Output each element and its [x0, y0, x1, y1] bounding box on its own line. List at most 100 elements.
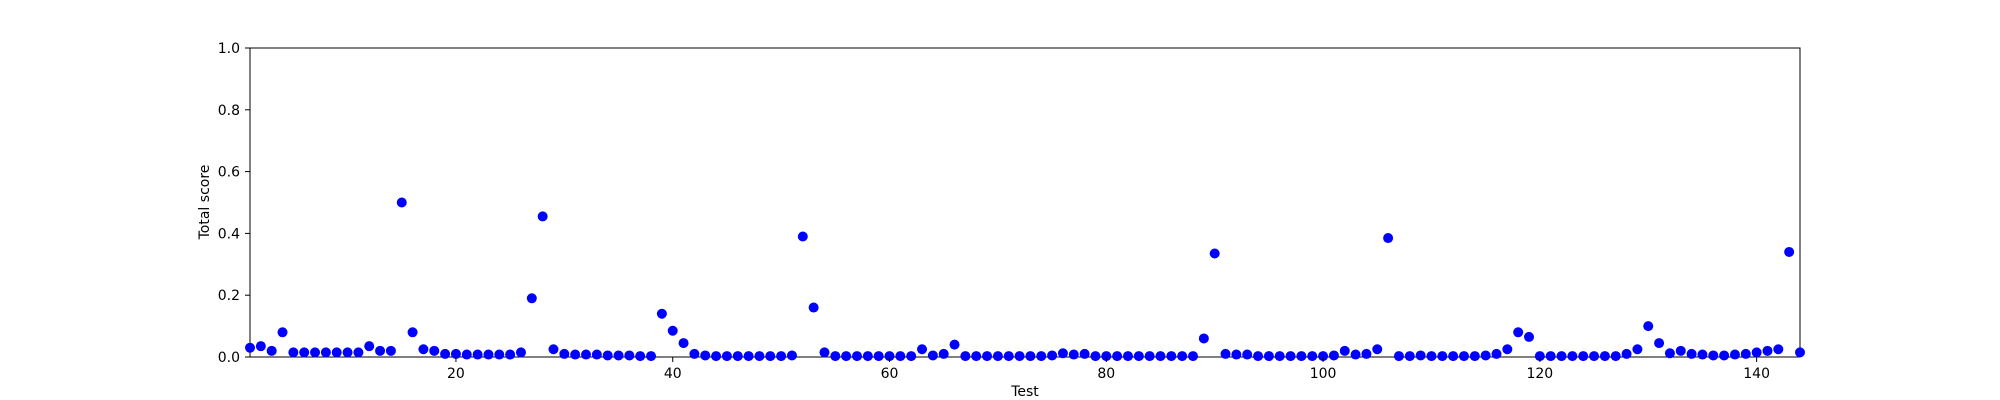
data-point [1057, 348, 1068, 359]
data-point [1328, 350, 1339, 361]
data-point [1567, 351, 1578, 362]
x-tick-label: 60 [881, 366, 899, 382]
data-point [1719, 350, 1730, 361]
data-point [971, 351, 982, 362]
data-point [982, 351, 993, 362]
data-point [1177, 351, 1188, 362]
data-point [1708, 350, 1719, 361]
data-point [288, 347, 299, 358]
data-point [1556, 351, 1567, 362]
data-point [1437, 351, 1448, 362]
data-point [1393, 351, 1404, 362]
data-point [245, 342, 255, 353]
data-point [407, 327, 418, 338]
data-point [1404, 351, 1415, 362]
data-point [873, 351, 884, 362]
data-point [1654, 338, 1665, 349]
data-point [624, 350, 635, 361]
data-point [602, 350, 613, 361]
data-point [635, 351, 646, 362]
data-point [992, 351, 1003, 362]
data-point [461, 349, 472, 360]
x-tick-label: 100 [1310, 366, 1337, 382]
data-point [743, 351, 754, 362]
data-point [711, 351, 722, 362]
data-point [1751, 347, 1762, 358]
data-point [667, 325, 678, 336]
data-point [1664, 348, 1675, 359]
data-point [1686, 348, 1697, 359]
y-axis-ticks: 0.0 0.2 0.4 0.6 0.8 1.0 [218, 41, 250, 366]
data-point [754, 351, 765, 362]
data-point [1209, 248, 1220, 259]
data-point [440, 348, 451, 359]
data-point [1795, 347, 1805, 358]
data-point [1578, 351, 1589, 362]
data-point [342, 347, 353, 358]
data-point [862, 351, 873, 362]
data-point [1198, 333, 1209, 344]
data-point [1166, 351, 1177, 362]
data-point [1415, 350, 1426, 361]
data-point [591, 349, 602, 360]
data-point [841, 351, 852, 362]
data-point [1133, 351, 1144, 362]
data-point [851, 351, 862, 362]
data-point [1589, 351, 1600, 362]
data-point [375, 345, 386, 356]
data-point [884, 351, 895, 362]
data-point [830, 351, 841, 362]
data-point [1339, 345, 1350, 356]
y-tick-label: 0.0 [218, 350, 240, 366]
data-point [353, 347, 364, 358]
data-point [1491, 348, 1502, 359]
data-point [1188, 351, 1199, 362]
data-point [656, 308, 667, 319]
data-point [1253, 351, 1264, 362]
data-point [1610, 351, 1621, 362]
data-point [396, 197, 407, 208]
y-axis-label: Total score [197, 165, 213, 241]
data-point [1383, 233, 1394, 244]
data-point [1513, 327, 1524, 338]
data-point [1025, 351, 1036, 362]
data-point [1014, 351, 1025, 362]
data-point [732, 351, 743, 362]
x-tick-label: 140 [1743, 366, 1770, 382]
data-point [646, 351, 657, 362]
data-point [1242, 349, 1253, 360]
data-point [385, 345, 396, 356]
data-point [1534, 351, 1545, 362]
data-point [1784, 246, 1795, 257]
data-point [721, 351, 732, 362]
data-point [1740, 348, 1751, 359]
data-point [505, 349, 516, 360]
data-point [1318, 351, 1329, 362]
data-point [1697, 349, 1708, 360]
y-tick-label: 1.0 [218, 41, 240, 57]
data-point [266, 345, 277, 356]
data-point [1112, 351, 1123, 362]
y-tick-label: 0.2 [218, 288, 240, 304]
data-point [559, 348, 570, 359]
data-point [494, 349, 505, 360]
x-tick-label: 120 [1526, 366, 1553, 382]
data-point [960, 351, 971, 362]
data-point [938, 348, 949, 359]
data-point [581, 349, 592, 360]
data-point [1220, 348, 1231, 359]
data-point [1632, 344, 1643, 355]
data-point [255, 341, 266, 352]
data-point [1458, 351, 1469, 362]
plot-area-frame [249, 47, 1801, 358]
data-point [299, 347, 310, 358]
data-point [1350, 349, 1361, 360]
y-tick-label: 0.6 [218, 165, 240, 181]
data-point [797, 231, 808, 242]
data-point [537, 211, 548, 222]
data-point [1079, 348, 1090, 359]
x-axis-ticks: 20 40 60 80 100 120 140 [447, 357, 1770, 382]
data-point [450, 348, 461, 359]
data-point [1621, 348, 1632, 359]
